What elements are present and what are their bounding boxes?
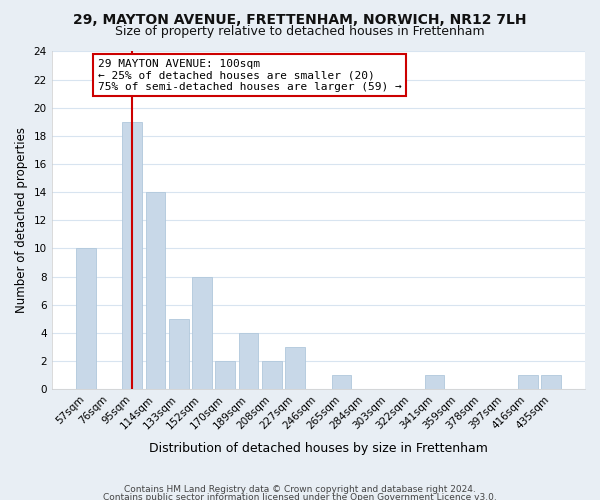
Bar <box>76 248 95 389</box>
Bar <box>169 319 188 389</box>
Y-axis label: Number of detached properties: Number of detached properties <box>15 128 28 314</box>
Bar <box>146 192 166 389</box>
Bar <box>518 375 538 389</box>
Bar <box>285 347 305 389</box>
Bar <box>262 361 282 389</box>
Bar <box>541 375 561 389</box>
Text: Contains HM Land Registry data © Crown copyright and database right 2024.: Contains HM Land Registry data © Crown c… <box>124 485 476 494</box>
Bar <box>239 333 259 389</box>
Bar <box>192 276 212 389</box>
Text: Size of property relative to detached houses in Frettenham: Size of property relative to detached ho… <box>115 25 485 38</box>
Bar <box>332 375 352 389</box>
Bar <box>122 122 142 389</box>
X-axis label: Distribution of detached houses by size in Frettenham: Distribution of detached houses by size … <box>149 442 488 455</box>
Text: 29, MAYTON AVENUE, FRETTENHAM, NORWICH, NR12 7LH: 29, MAYTON AVENUE, FRETTENHAM, NORWICH, … <box>73 12 527 26</box>
Text: Contains public sector information licensed under the Open Government Licence v3: Contains public sector information licen… <box>103 493 497 500</box>
Bar <box>215 361 235 389</box>
Bar <box>425 375 445 389</box>
Text: 29 MAYTON AVENUE: 100sqm
← 25% of detached houses are smaller (20)
75% of semi-d: 29 MAYTON AVENUE: 100sqm ← 25% of detach… <box>98 58 401 92</box>
